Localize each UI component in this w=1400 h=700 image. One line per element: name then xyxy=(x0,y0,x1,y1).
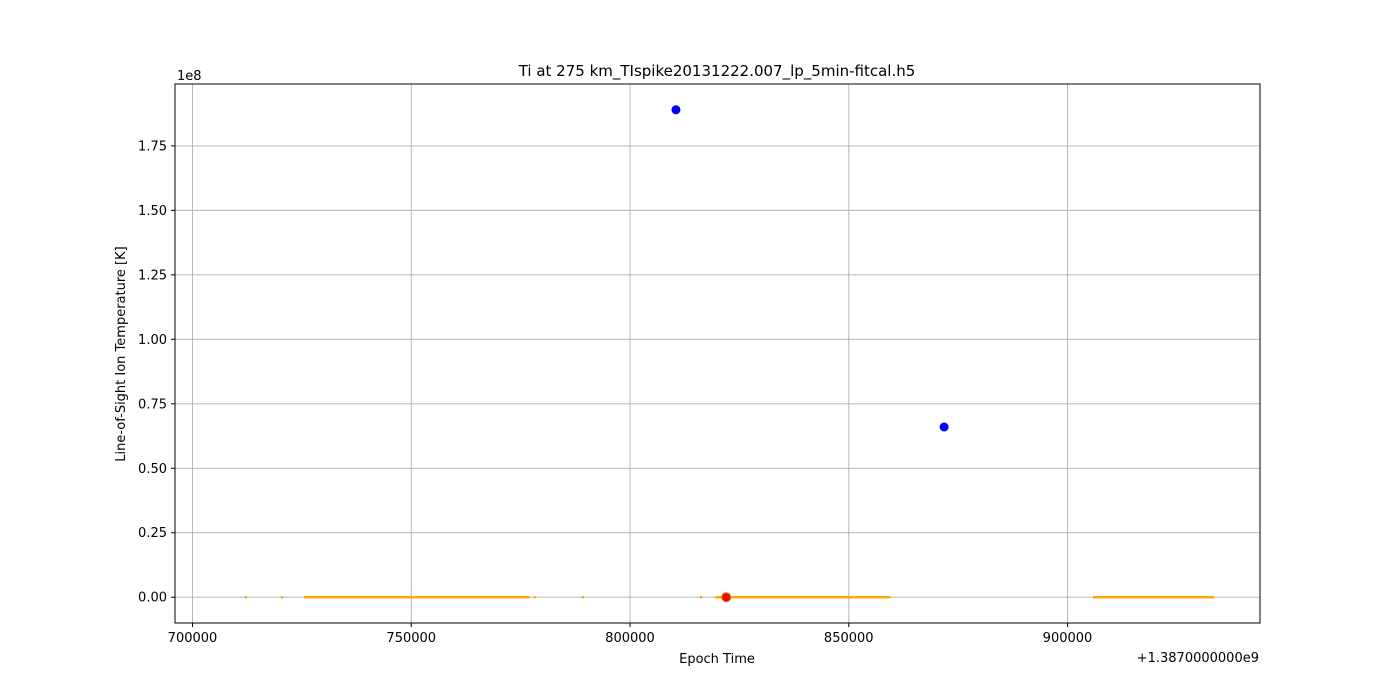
x-tick-label: 750000 xyxy=(386,631,436,646)
data-point-cluster xyxy=(581,596,584,599)
ticks-layer: 700000 750000 800000 850000 900000 0.00 0.25 0.… xyxy=(138,139,1092,646)
data-point-cluster xyxy=(715,596,891,599)
y-tick-label: 0.75 xyxy=(138,397,167,412)
data-point-cluster xyxy=(304,596,530,599)
x-tick-label: 700000 xyxy=(168,631,218,646)
flagged-point xyxy=(721,592,732,603)
x-tick-label: 800000 xyxy=(605,631,655,646)
y-tick-label: 0.50 xyxy=(138,462,167,477)
data-point-cluster xyxy=(245,596,247,599)
y-tick-label: 0.00 xyxy=(138,591,167,606)
data-point-cluster xyxy=(533,596,536,599)
x-axis-label: Epoch Time xyxy=(679,652,755,667)
y-tick-label: 1.00 xyxy=(138,333,167,348)
y-tick-label: 1.50 xyxy=(138,204,167,219)
data-point-cluster xyxy=(280,596,283,599)
y-tick-label: 0.25 xyxy=(138,526,167,541)
chart-title: Ti at 275 km_TIspike20131222.007_lp_5min… xyxy=(518,62,916,81)
x-tick-label: 900000 xyxy=(1043,631,1093,646)
x-offset-text: +1.3870000000e9 xyxy=(1137,651,1259,666)
data-point-cluster xyxy=(1092,596,1215,599)
y-tick-label: 1.25 xyxy=(138,268,167,283)
outlier-point xyxy=(939,422,949,432)
x-tick-label: 850000 xyxy=(824,631,874,646)
grid-layer xyxy=(175,84,1260,623)
data-point-cluster xyxy=(700,596,702,599)
y-axis-label: Line-of-Sight Ion Temperature [K] xyxy=(114,246,129,461)
outlier-point xyxy=(671,105,681,115)
marks-layer xyxy=(245,105,1215,603)
plot-frame xyxy=(174,83,1261,624)
y-offset-text: 1e8 xyxy=(177,69,202,84)
y-tick-label: 1.75 xyxy=(138,139,167,154)
